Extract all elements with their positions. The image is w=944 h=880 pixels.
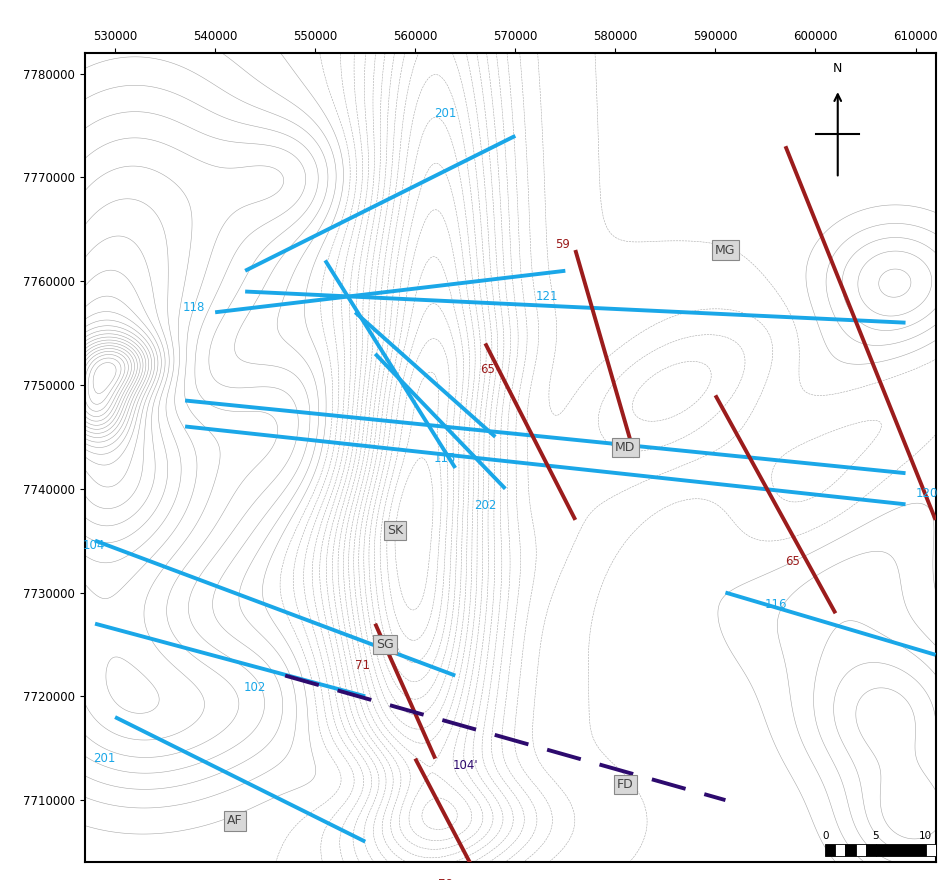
Text: 104': 104': [452, 759, 478, 772]
Text: 104: 104: [82, 539, 105, 553]
Text: 71: 71: [355, 659, 370, 671]
Text: 116: 116: [764, 598, 785, 611]
Text: 121: 121: [534, 290, 557, 304]
Text: MG: MG: [715, 244, 734, 256]
Text: 102: 102: [244, 681, 266, 693]
Bar: [854, 844, 865, 856]
Text: 118: 118: [182, 301, 205, 313]
Bar: [874, 844, 924, 856]
Text: SK: SK: [387, 524, 403, 537]
Bar: [834, 844, 845, 856]
Text: FD: FD: [616, 778, 633, 791]
Text: AF: AF: [228, 814, 243, 827]
Text: 10: 10: [918, 831, 931, 841]
Text: 202: 202: [474, 499, 496, 512]
Text: 59: 59: [555, 238, 570, 252]
Text: MD: MD: [615, 441, 635, 454]
Text: 120: 120: [915, 488, 937, 501]
Bar: [865, 844, 874, 856]
Text: 5: 5: [871, 831, 878, 841]
Text: N: N: [833, 62, 841, 75]
Text: 65: 65: [784, 555, 800, 568]
Text: 78: 78: [437, 878, 452, 880]
Text: SG: SG: [376, 638, 394, 651]
Text: tie-line: tie-line: [939, 238, 944, 282]
Bar: [924, 844, 944, 856]
Bar: [825, 844, 834, 856]
Text: 201: 201: [433, 107, 456, 121]
Bar: [845, 844, 854, 856]
Text: 0: 0: [821, 831, 828, 841]
Text: 65: 65: [480, 363, 495, 376]
Text: 201: 201: [93, 752, 115, 765]
Text: 115: 115: [433, 452, 456, 466]
